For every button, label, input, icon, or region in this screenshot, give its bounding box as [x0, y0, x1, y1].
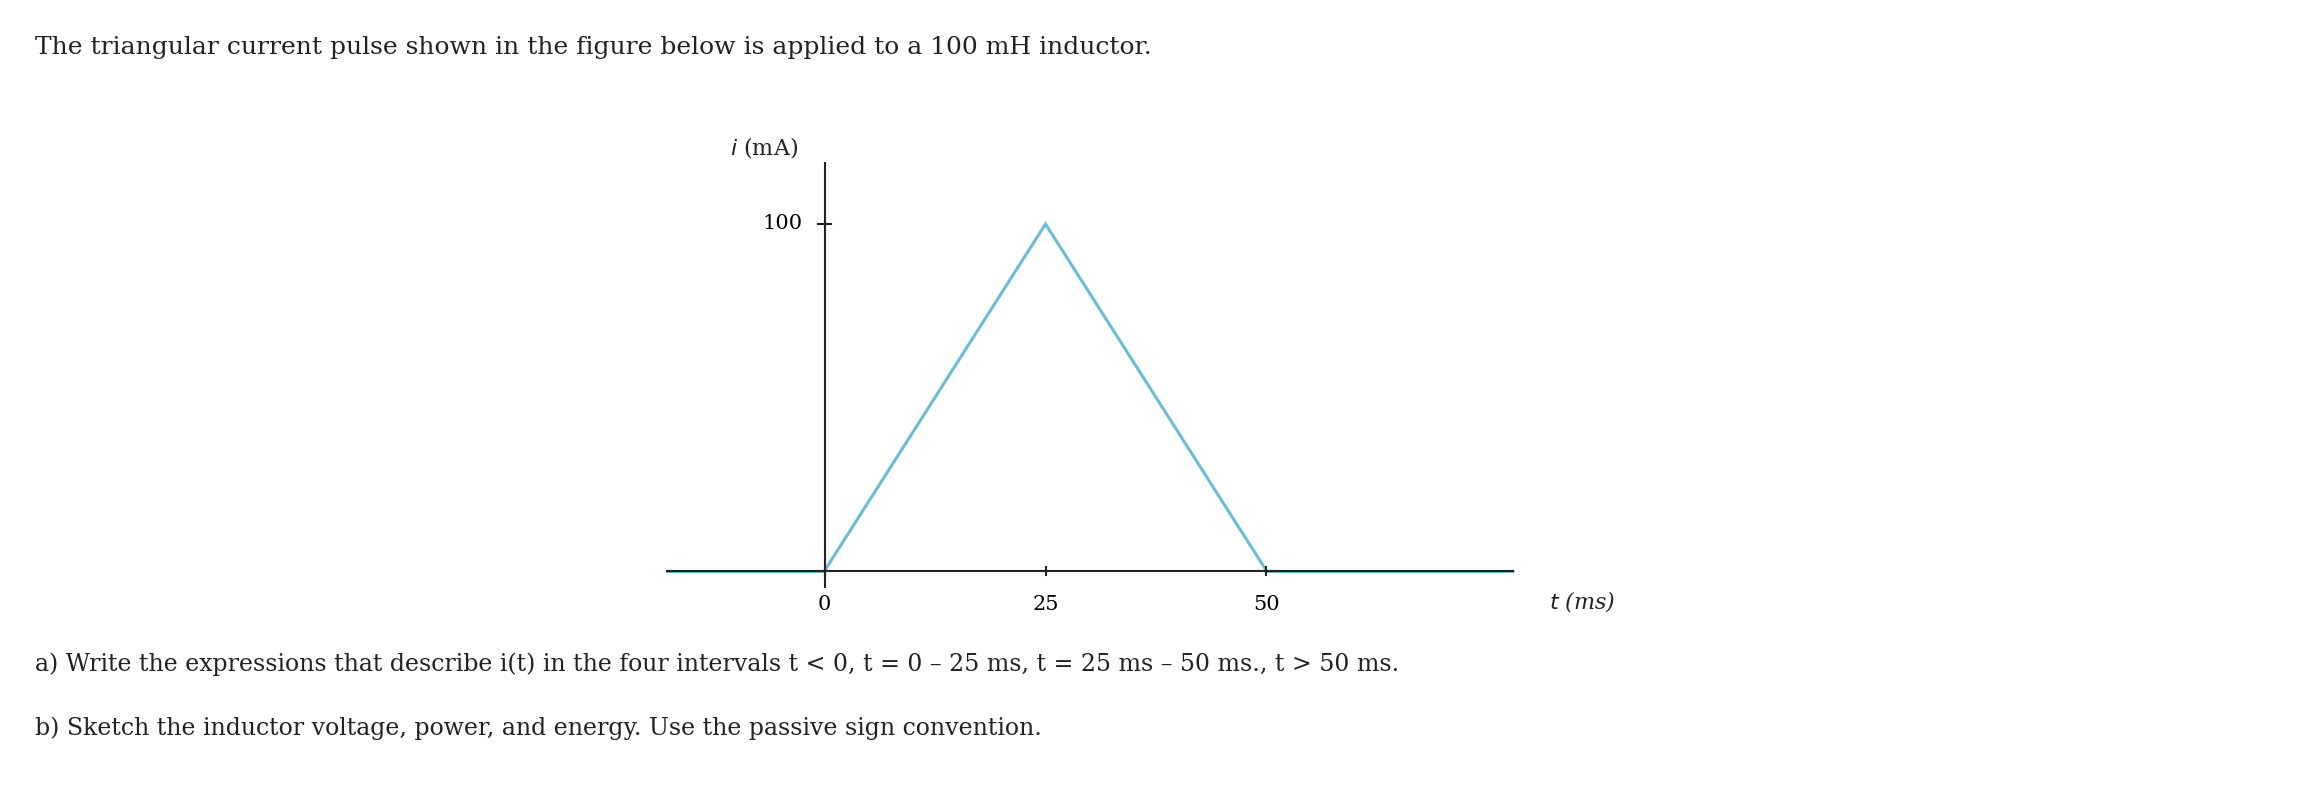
- Text: 0: 0: [817, 595, 831, 614]
- Text: 100: 100: [761, 214, 803, 234]
- Text: b) Sketch the inductor voltage, power, and energy. Use the passive sign conventi: b) Sketch the inductor voltage, power, a…: [35, 716, 1041, 739]
- Text: a) Write the expressions that describe i(t) in the four intervals t < 0, t = 0 –: a) Write the expressions that describe i…: [35, 652, 1400, 675]
- Text: 50: 50: [1254, 595, 1280, 614]
- Text: The triangular current pulse shown in the figure below is applied to a 100 mH in: The triangular current pulse shown in th…: [35, 36, 1152, 59]
- Text: 25: 25: [1032, 595, 1060, 614]
- Text: $t$ (ms): $t$ (ms): [1548, 590, 1615, 614]
- Text: $i$ (mA): $i$ (mA): [729, 135, 798, 160]
